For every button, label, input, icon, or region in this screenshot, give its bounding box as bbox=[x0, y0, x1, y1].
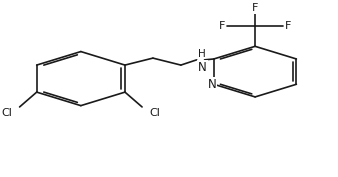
Text: F: F bbox=[219, 21, 225, 31]
Text: N: N bbox=[208, 78, 217, 91]
Text: H: H bbox=[198, 49, 206, 59]
Text: F: F bbox=[285, 21, 291, 31]
Text: N: N bbox=[198, 61, 207, 74]
Text: Cl: Cl bbox=[149, 108, 160, 118]
Text: F: F bbox=[252, 3, 258, 13]
Text: Cl: Cl bbox=[1, 108, 13, 118]
